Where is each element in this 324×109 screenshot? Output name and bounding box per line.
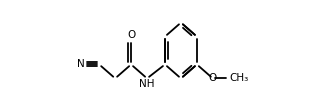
Text: NH: NH	[139, 79, 155, 89]
Text: CH₃: CH₃	[229, 73, 249, 83]
Text: N: N	[77, 60, 85, 69]
Text: O: O	[209, 73, 217, 83]
Text: O: O	[127, 30, 135, 40]
